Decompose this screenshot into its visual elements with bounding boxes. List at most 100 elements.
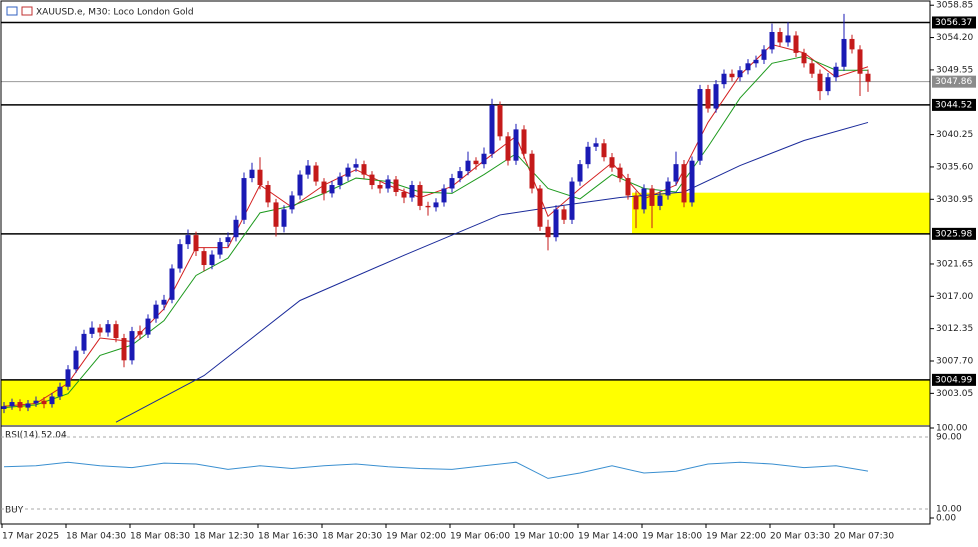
y-tick-label: 3049.55 [936,65,973,75]
zone [1,379,930,425]
candle-body [337,176,343,186]
current-price-label: 3047.86 [935,77,972,87]
candle-body [497,105,503,137]
y-tick-label: 3040.25 [936,130,973,140]
candle-body [561,209,567,220]
candle-body [833,66,839,78]
candle-body [433,202,439,208]
y-tick-label: 3007.70 [936,357,973,367]
candle-body [129,331,135,361]
candle-body [65,369,71,387]
candle-body [721,73,727,85]
candle-body [521,129,527,154]
candle-body [825,77,831,92]
candle-body [793,35,799,53]
x-tick-label: 17 Mar 2025 [2,532,59,542]
x-tick-label: 18 Mar 08:30 [130,532,190,542]
candle-body [9,402,15,407]
x-tick-label: 18 Mar 04:30 [66,532,126,542]
x-tick-label: 19 Mar 02:00 [386,532,446,542]
candle-body [393,179,399,192]
candle-body [25,403,31,408]
x-tick-label: 19 Mar 06:00 [450,532,510,542]
candle-body [41,400,47,405]
x-tick-label: 20 Mar 07:30 [834,532,894,542]
candle-body [785,35,791,43]
candle-body [361,164,367,175]
candle-body [345,167,351,177]
candle-body [297,174,303,196]
candle-body [681,164,687,203]
y-tick-label: 3021.65 [936,259,973,269]
candle-body [305,165,311,175]
candle-body [665,181,671,196]
candle-body [81,333,87,351]
candle-body [593,143,599,147]
price-tag-label: 3025.98 [935,229,972,239]
x-tick-label: 19 Mar 22:00 [706,532,766,542]
y-tick-label: 3012.35 [936,324,973,334]
zone [632,192,930,234]
candle-body [249,169,255,179]
candle-body [161,299,167,305]
x-tick-label: 18 Mar 12:30 [194,532,254,542]
chart-icon[interactable] [21,6,33,16]
candle-body [473,160,479,165]
candle-body [153,304,159,319]
candle-body [289,195,295,210]
candle-body [145,318,151,335]
candle-body [513,129,519,161]
candle-body [697,89,703,161]
x-tick-label: 18 Mar 20:30 [322,532,382,542]
menu-icon[interactable] [6,6,18,16]
candle-body [761,49,767,60]
x-tick-label: 19 Mar 18:00 [642,532,702,542]
candle-body [753,59,759,64]
candle-body [537,188,543,227]
candle-body [409,185,415,198]
price-tag [932,227,976,240]
candle-body [505,136,511,161]
rsi-tick-label: 10.00 [936,505,962,515]
candle-body [385,179,391,189]
candle-body [529,153,535,189]
candle-body [113,324,119,339]
candle-body [49,396,55,405]
rsi-line [3,461,869,479]
candle-body [673,164,679,182]
candle-body [17,402,23,408]
candle-body [625,178,631,196]
y-tick-label: 3035.60 [936,162,973,172]
candle-body [313,165,319,182]
candle-body [769,31,775,50]
candle-body [353,164,359,168]
candle-body [713,84,719,109]
price-tag-label: 3004.99 [935,375,972,385]
y-tick-label: 3003.05 [936,389,973,399]
price-tag-label: 3044.52 [935,100,972,110]
candle-body [705,89,711,109]
candle-body [617,167,623,179]
candle-body [449,178,455,189]
x-tick-label: 19 Mar 14:00 [578,532,638,542]
candle-body [33,400,39,404]
candle-body [217,242,223,255]
candle-body [257,169,263,186]
candle-body [177,244,183,269]
candle-body [577,164,583,182]
candle-body [545,226,551,238]
candle-body [241,178,247,220]
candle-body [121,338,127,361]
candle-body [465,160,471,172]
candle-body [657,195,663,206]
candle-body [649,188,655,206]
candle-body [425,205,431,208]
candle-body [89,327,95,334]
candle-body [233,219,239,238]
candle-body [369,174,375,186]
rsi-tick-label: 90.00 [936,433,962,443]
candle-body [609,157,615,168]
candle-body [321,181,327,194]
